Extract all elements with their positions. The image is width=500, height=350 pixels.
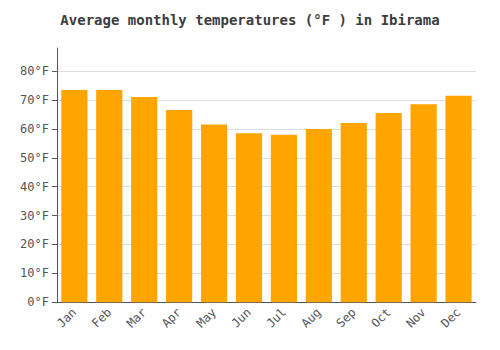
svg-text:Dec: Dec [438,305,463,330]
svg-text:Jan: Jan [54,305,79,330]
svg-text:0°F: 0°F [27,295,49,309]
svg-text:Mar: Mar [124,305,149,330]
svg-text:May: May [194,305,219,330]
svg-text:Jun: Jun [229,305,254,330]
svg-text:Feb: Feb [89,305,114,330]
svg-text:70°F: 70°F [20,93,49,107]
svg-text:60°F: 60°F [20,122,49,136]
svg-text:40°F: 40°F [20,180,49,194]
svg-text:10°F: 10°F [20,266,49,280]
svg-text:Apr: Apr [159,305,184,330]
svg-text:Sep: Sep [333,305,358,330]
svg-text:30°F: 30°F [20,209,49,223]
svg-text:Oct: Oct [368,305,393,330]
svg-text:Jul: Jul [264,305,289,330]
svg-text:Aug: Aug [299,305,324,330]
svg-text:20°F: 20°F [20,237,49,251]
svg-text:80°F: 80°F [20,64,49,78]
svg-text:50°F: 50°F [20,151,49,165]
svg-text:Nov: Nov [403,305,428,330]
svg-text:Average monthly temperatures (: Average monthly temperatures (°F ) in Ib… [60,12,439,28]
